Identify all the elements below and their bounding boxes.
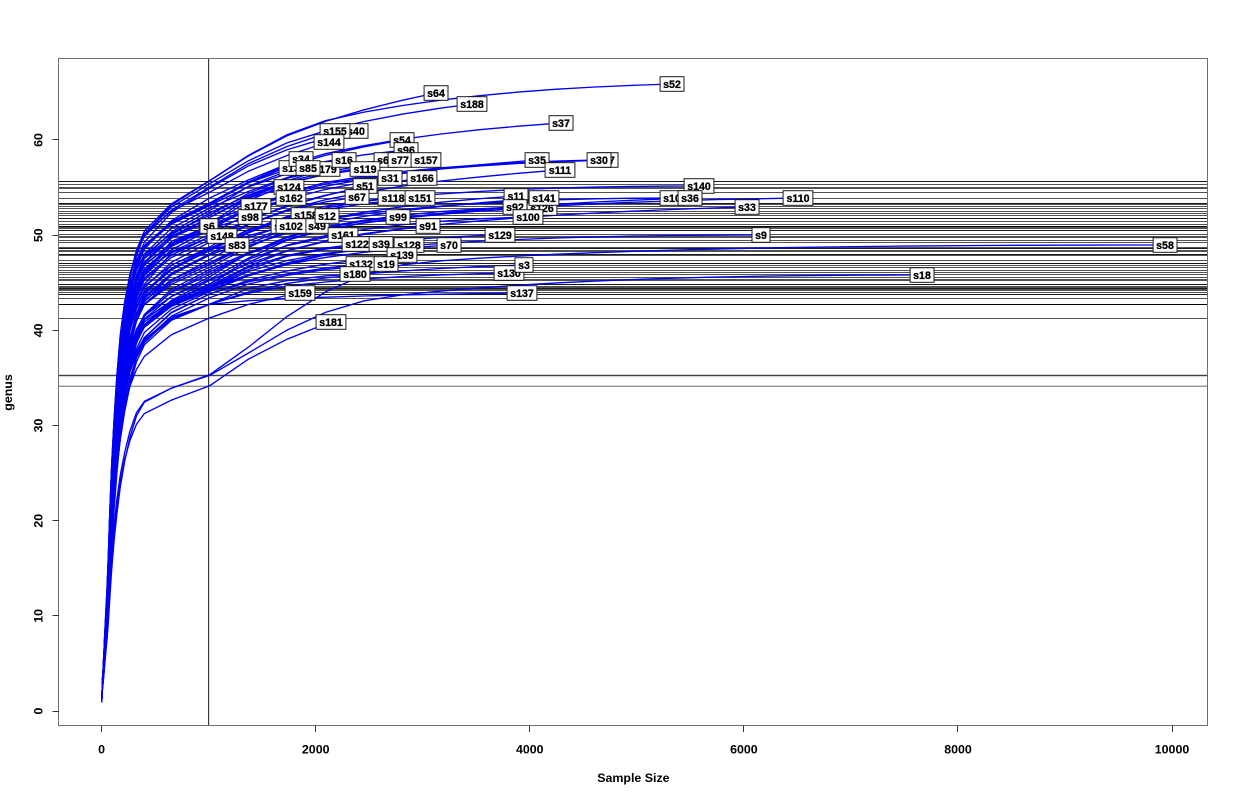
svg-text:s35: s35 <box>528 155 546 167</box>
svg-text:s151: s151 <box>408 193 432 205</box>
svg-text:6000: 6000 <box>730 743 758 757</box>
svg-text:s137: s137 <box>510 288 534 300</box>
svg-text:s83: s83 <box>228 240 246 252</box>
svg-text:s77: s77 <box>391 155 409 167</box>
svg-text:s140: s140 <box>687 181 711 193</box>
svg-text:s99: s99 <box>389 212 407 224</box>
svg-text:s188: s188 <box>460 99 484 111</box>
svg-text:2000: 2000 <box>302 743 330 757</box>
svg-text:s67: s67 <box>348 192 366 204</box>
svg-text:s180: s180 <box>343 269 367 281</box>
svg-text:s129: s129 <box>488 230 512 242</box>
svg-text:s166: s166 <box>410 173 434 185</box>
svg-text:s3: s3 <box>518 260 530 272</box>
svg-text:10000: 10000 <box>1155 743 1190 757</box>
svg-text:s10: s10 <box>663 193 681 205</box>
svg-text:s64: s64 <box>427 88 445 100</box>
svg-text:s37: s37 <box>552 118 570 130</box>
svg-text:s159: s159 <box>288 288 312 300</box>
svg-text:s18: s18 <box>913 270 931 282</box>
svg-text:s111: s111 <box>549 165 572 177</box>
svg-text:s12: s12 <box>318 211 336 223</box>
svg-text:s19: s19 <box>377 259 395 271</box>
svg-text:s162: s162 <box>279 193 303 205</box>
svg-text:4000: 4000 <box>516 743 544 757</box>
svg-text:s110: s110 <box>787 193 810 205</box>
svg-text:50: 50 <box>32 228 46 242</box>
svg-text:0: 0 <box>98 743 105 757</box>
svg-text:s16: s16 <box>335 155 353 167</box>
svg-text:s70: s70 <box>440 240 458 252</box>
svg-text:s40: s40 <box>347 126 365 138</box>
svg-text:s98: s98 <box>241 212 259 224</box>
svg-text:s31: s31 <box>381 173 399 185</box>
svg-text:s91: s91 <box>419 221 437 233</box>
svg-text:s122: s122 <box>345 239 369 251</box>
svg-text:s36: s36 <box>681 193 699 205</box>
svg-text:40: 40 <box>32 323 46 337</box>
svg-text:10: 10 <box>32 609 46 623</box>
svg-text:s119: s119 <box>354 164 377 176</box>
svg-text:s157: s157 <box>414 155 438 167</box>
svg-text:20: 20 <box>32 514 46 528</box>
svg-text:s30: s30 <box>590 155 608 167</box>
svg-text:s102: s102 <box>279 221 303 233</box>
svg-text:s33: s33 <box>738 202 756 214</box>
svg-text:0: 0 <box>32 707 46 714</box>
svg-text:s141: s141 <box>532 193 556 205</box>
svg-text:s52: s52 <box>663 79 681 91</box>
svg-text:30: 30 <box>32 419 46 433</box>
svg-text:60: 60 <box>32 133 46 147</box>
svg-text:s100: s100 <box>516 212 540 224</box>
svg-text:genus: genus <box>1 374 15 411</box>
svg-text:s181: s181 <box>319 317 343 329</box>
svg-text:Sample Size: Sample Size <box>597 771 669 785</box>
svg-text:s85: s85 <box>299 163 317 175</box>
svg-text:s9: s9 <box>755 230 767 242</box>
svg-text:s144: s144 <box>317 137 341 149</box>
svg-text:s118: s118 <box>382 193 405 205</box>
svg-text:8000: 8000 <box>944 743 972 757</box>
svg-text:s39: s39 <box>372 239 390 251</box>
svg-text:s58: s58 <box>1156 240 1174 252</box>
